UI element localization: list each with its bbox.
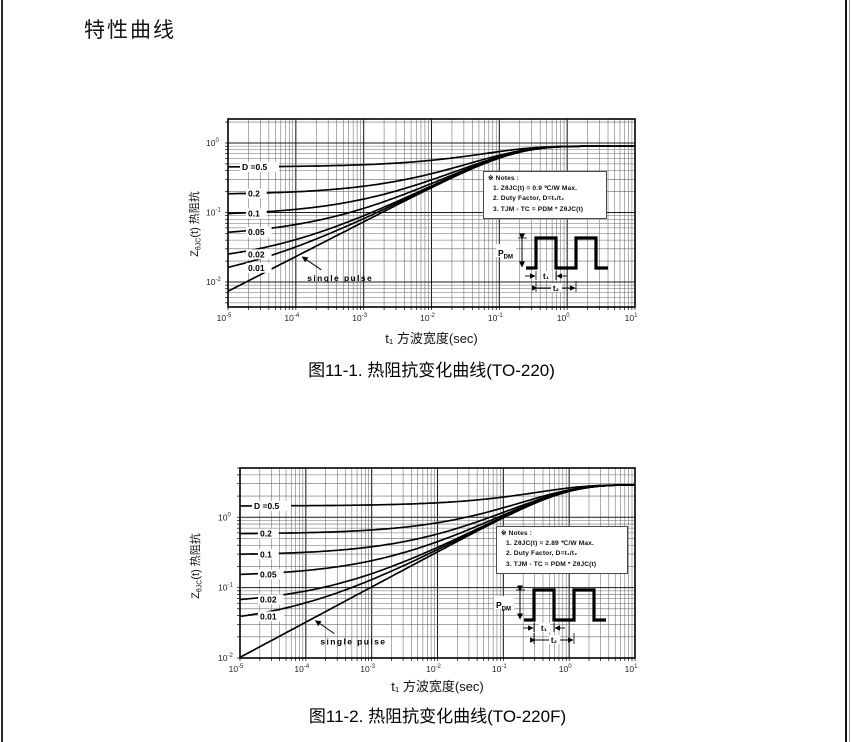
pulse-wave [526,236,608,270]
curve-labels: D =0.5 0.2 0.1 0.05 0.02 0.01 [240,161,279,273]
x-tick-label: 100 [559,664,572,674]
tick-labels: 10-5 10-4 10-3 10-2 10-1 100 101 100 10-1 10-2 [218,512,638,674]
x-tick-label: 10-4 [284,313,299,323]
curves [227,145,635,293]
x-axis-label-fig1: t₁ 方波宽度(sec) [385,331,478,346]
figure-caption-to220f: 图11-2. 热阻抗变化曲线(TO-220F) [308,707,567,726]
single-pulse-arrow [301,256,322,271]
x-axis-label-fig2: t₁ 方波宽度(sec) [391,679,484,694]
figure-caption-to220: 图11-1. 热阻抗变化曲线(TO-220) [308,361,555,380]
curve-label: 0.2 [248,189,260,199]
x-tick-label: 10-5 [229,664,244,674]
curve-label: 0.1 [248,208,260,218]
t1-label: t₁ [541,624,548,633]
y-tick-label: 100 [218,512,231,522]
page-edge-right-outer-line [849,0,850,742]
note-line: ※ Notes : [501,530,533,537]
y-tick-label: 10-2 [206,277,221,287]
y-tick-label: 10-2 [218,653,233,663]
page-edge-right-line [845,0,847,742]
note-line: 2. Duty Factor, D=t₁/t₂ [506,550,578,558]
page-title: 特性曲线 [84,18,176,42]
x-tick-label: 100 [557,313,570,323]
x-tick-label: 10-5 [217,313,232,323]
x-tick-label: 10-2 [420,313,435,323]
tick-labels: 10-5 10-4 10-3 10-2 10-1 100 101 100 10-1 10-2 [206,138,638,323]
figure-1: 10-5 10-4 10-3 10-2 10-1 100 101 100 10-1 10-2 ZθJ… [187,118,638,323]
t2-label: t₂ [551,636,558,645]
curve-label: 0.05 [260,569,277,579]
page-edge-left-line [1,0,3,742]
pulse-wave [524,588,606,622]
y-axis-label: ZθJC(t) 热阻抗 [187,191,203,257]
note-line: 2. Duty Factor, D=t₁/t₂ [493,195,565,203]
single-pulse-arrow [315,620,335,635]
curve-label: 0.02 [248,249,265,259]
note-line: 3. TJM - TC = PDM * ZθJC(t) [506,560,597,568]
curve-label: 0.01 [260,611,277,621]
note-line: 3. TJM - TC = PDM * ZθJC(t) [493,205,584,213]
curve-label: 0.05 [248,227,265,237]
x-tick-label: 10-3 [360,664,375,674]
curve-label: 0.2 [260,529,272,539]
x-tick-label: 10-1 [492,664,507,674]
notes-box-fig2: ※ Notes : 1. ZθJC(t) = 2.89 ℃/W Max. 2. … [496,526,628,574]
curve-label: D =0.5 [254,501,280,511]
curve-labels: D =0.5 0.2 0.1 0.05 0.02 0.01 [252,500,291,622]
curve-label: 0.01 [248,263,265,273]
notes-box-fig1: ※ Notes : 1. ZθJC(t) = 0.9 ℃/W Max. 2. D… [483,171,607,219]
single-pulse-label: single pulse [320,637,386,647]
note-line: 1. ZθJC(t) = 0.9 ℃/W Max. [493,185,578,193]
note-line: 1. ZθJC(t) = 2.89 ℃/W Max. [506,540,594,548]
curve-label: 0.02 [260,594,277,604]
t1-label: t₁ [543,272,550,281]
x-tick-label: 10-4 [294,664,309,674]
note-line: ※ Notes : [488,175,520,182]
x-tick-label: 10-2 [426,664,441,674]
y-tick-label: 10-1 [206,207,221,217]
x-tick-label: 101 [625,664,638,674]
x-tick-label: 10-3 [352,313,367,323]
plot-frame [239,467,636,659]
y-tick-label: 100 [206,138,219,148]
curve-label: D =0.5 [242,162,268,172]
grid [237,467,636,661]
y-tick-label: 10-1 [218,583,233,593]
y-axis-label: ZθJC(t) 热阻抗 [188,533,204,599]
curve-label: 0.1 [260,549,272,559]
figure-2: 10-5 10-4 10-3 10-2 10-1 100 101 100 10-1 10-2 ZθJ… [188,467,638,674]
curve-D-=0.5 [240,484,635,507]
t2-label: t₂ [553,284,560,293]
x-tick-label: 101 [625,313,638,323]
x-tick-label: 10-1 [488,313,503,323]
curve-single-pulse [239,484,635,659]
single-pulse-label: single pulse [307,273,373,283]
curves [239,484,635,659]
curve-single-pulse [227,145,635,293]
